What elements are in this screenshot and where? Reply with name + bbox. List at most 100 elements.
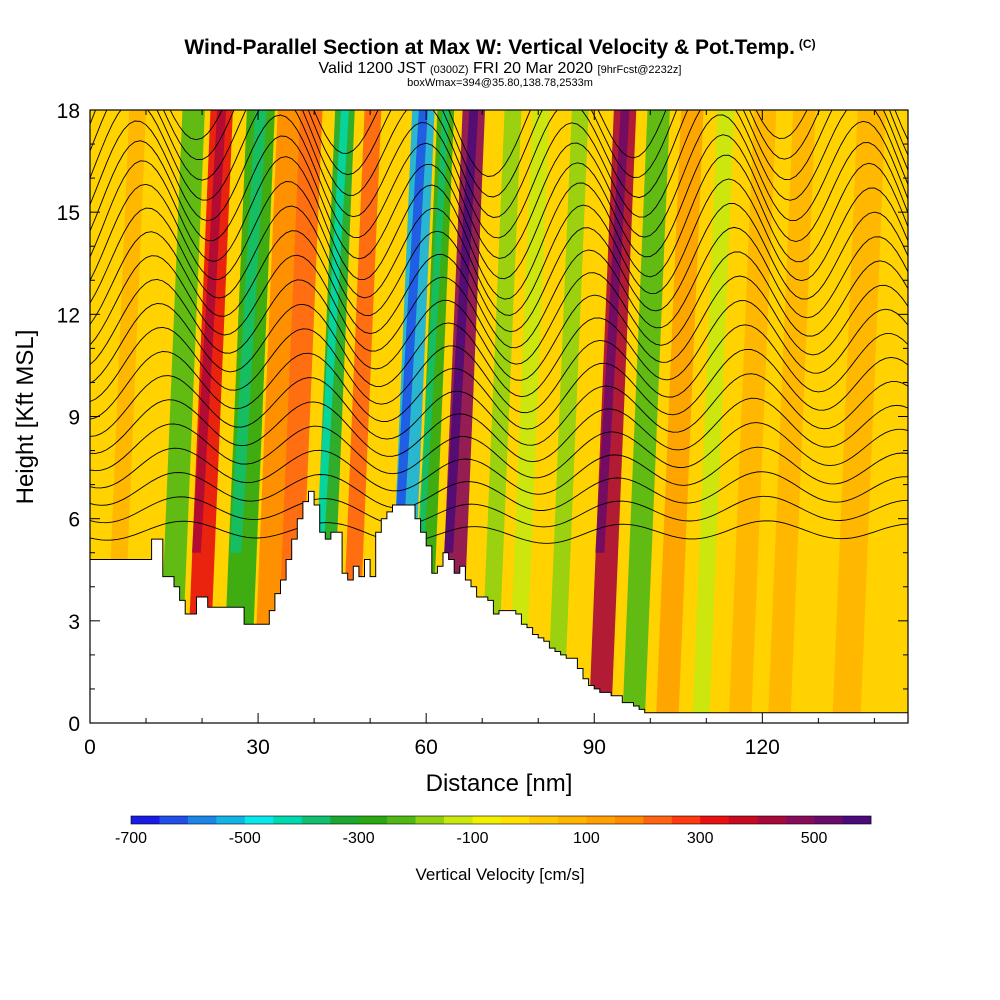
y-tick-label: 18 [57, 100, 80, 123]
colorbar-swatch [273, 816, 303, 824]
velocity-core [191, 110, 227, 553]
colorbar-swatch [842, 816, 872, 824]
velocity-core [417, 110, 450, 553]
colorbar-swatch [187, 816, 217, 824]
colorbar-swatch [387, 816, 416, 824]
colorbar-swatch [131, 816, 160, 824]
colorbar-frame [130, 815, 872, 825]
terrain-mask [89, 490, 909, 724]
title-tag: (C) [798, 37, 816, 51]
colorbar-label: -500 [229, 830, 261, 847]
theta-contour-line [90, 203, 908, 333]
theta-contour-line [90, 114, 908, 259]
x-tick-label: 60 [414, 736, 437, 759]
velocity-core [595, 110, 630, 553]
colorbar-swatch [301, 816, 331, 824]
velocity-band [692, 110, 735, 723]
theta-contour-line [90, 471, 908, 511]
y-tick-label: 0 [68, 713, 80, 736]
colorbar-swatch [244, 816, 274, 824]
colorbar-label: -100 [456, 830, 488, 847]
box-wmax-label: boxWmax=394@35.80,138.78,2533m [407, 77, 593, 89]
colorbar-swatch [700, 816, 729, 824]
colorbar-swatch [216, 816, 246, 824]
x-axis-title: Distance [nm] [426, 770, 573, 797]
colorbar-swatch [586, 816, 616, 824]
x-tick-label: 30 [246, 736, 269, 759]
colorbar-swatch [557, 816, 587, 824]
colorbar: -700 -500 -300 -100 100 300 500 [115, 815, 872, 847]
theta-contour-line [90, 110, 908, 218]
theta-contour-line [90, 178, 908, 316]
colorbar-swatch [501, 816, 530, 824]
velocity-core [393, 110, 428, 553]
velocity-band [655, 110, 704, 723]
velocity-band [622, 110, 670, 723]
theta-contour-line [90, 348, 908, 430]
y-tick-label: 12 [57, 304, 80, 327]
theta-contour-line [90, 300, 908, 398]
theta-contour-line [90, 110, 908, 239]
y-tick-label: 15 [57, 202, 80, 225]
colorbar-swatch [415, 816, 445, 824]
velocity-band [339, 110, 382, 723]
colorbar-title: Vertical Velocity [cm/s] [415, 865, 584, 884]
colorbar-swatch [614, 816, 644, 824]
theta-contour-line [90, 226, 908, 349]
y-axis-title: Height [Kft MSL] [12, 330, 39, 505]
colorbar-swatch [757, 816, 786, 824]
velocity-band [479, 110, 522, 723]
theta-contour-line [169, 110, 908, 177]
velocity-band [767, 110, 816, 723]
colorbar-swatch [814, 816, 843, 824]
theta-contour-line [90, 495, 908, 528]
valid-time: Valid 1200 JST (0300Z) FRI 20 Mar 2020 [… [318, 60, 682, 77]
x-tick-label: 90 [583, 736, 606, 759]
theta-contour-line [90, 110, 908, 198]
theta-contour-line [90, 373, 908, 446]
colorbar-label: 100 [573, 830, 600, 847]
theta-contour-line [90, 134, 908, 280]
colorbar-swatch [444, 816, 473, 824]
colorbar-swatch [643, 816, 673, 824]
theta-contour-line [90, 251, 908, 365]
colorbar-swatch [358, 816, 388, 824]
y-tick-label: 6 [68, 509, 80, 532]
theta-contour-line [90, 275, 908, 381]
colorbar-label: -300 [343, 830, 375, 847]
velocity-band [588, 110, 637, 723]
colorbar-swatch [472, 816, 502, 824]
velocity-band [185, 110, 233, 723]
x-tick-label: 120 [745, 736, 780, 759]
valid-utc: (0300Z) [430, 64, 469, 76]
y-tick-label: 3 [68, 611, 80, 634]
colorbar-swatch [728, 816, 758, 824]
colorbar-swatch [330, 816, 359, 824]
y-tick-label: 9 [68, 407, 80, 430]
x-tick-label: 0 [84, 736, 96, 759]
colorbar-swatch [785, 816, 815, 824]
velocity-band [728, 110, 777, 723]
theta-contour-line [90, 446, 908, 495]
theta-contour-line [90, 397, 908, 463]
velocity-band [507, 110, 550, 723]
velocity-band [252, 110, 301, 723]
theta-contour-line [90, 324, 908, 414]
colorbar-label: -700 [115, 830, 147, 847]
colorbar-swatch [159, 816, 189, 824]
velocity-band [157, 110, 205, 723]
chart-title: Wind-Parallel Section at Max W: Vertical… [184, 36, 816, 59]
colorbar-label: 500 [801, 830, 828, 847]
theta-contour-line [90, 520, 908, 544]
theta-contour-line [90, 154, 908, 300]
axes: 0 30 60 90 120 0 3 6 9 12 15 18 [57, 100, 908, 759]
colorbar-label: 300 [687, 830, 714, 847]
velocity-core [444, 110, 479, 553]
valid-date: FRI 20 Mar 2020 [473, 60, 594, 77]
theta-contour-line [90, 422, 908, 479]
theta-contours [90, 110, 908, 544]
colorbar-swatch [529, 816, 559, 824]
colorbar-swatch [671, 816, 701, 824]
forecast-label: [9hrFcst@2232z] [597, 64, 682, 76]
